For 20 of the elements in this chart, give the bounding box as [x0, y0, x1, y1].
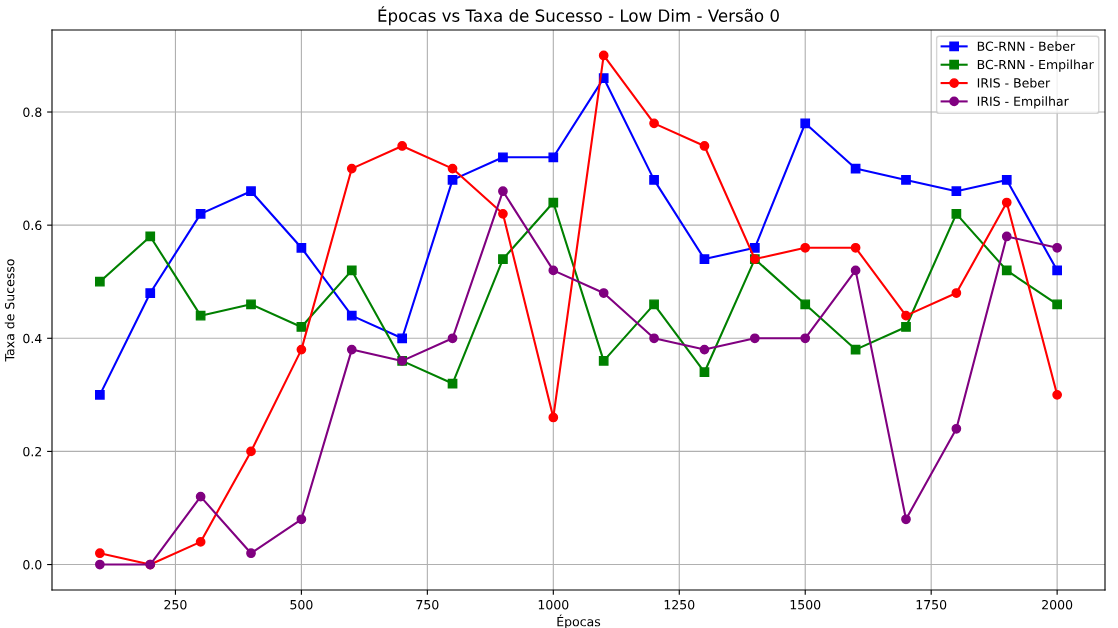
y-tick-label: 0.0: [23, 560, 42, 570]
x-tick-label: 1250: [664, 599, 695, 610]
x-tick-label: 750: [416, 599, 439, 610]
chart-title: Épocas vs Taxa de Sucesso - Low Dim - Versão 0: [378, 6, 779, 26]
y-tick-label: 0.2: [23, 446, 42, 457]
y-tick-label: 0.8: [23, 107, 42, 117]
y-axis-title: Taxa de Sucesso: [4, 259, 15, 362]
x-tick-label: 1000: [538, 599, 569, 610]
legend-label: IRIS - Beber: [977, 77, 1051, 88]
legend-label: BC-RNN - Empilhar: [977, 59, 1094, 72]
x-tick-label: 1750: [916, 599, 947, 610]
y-tick-label: 0.6: [23, 220, 42, 231]
x-tick-label: 2000: [1042, 599, 1073, 610]
y-tick-label: 0.4: [23, 333, 42, 344]
x-axis-title: Épocas: [557, 614, 601, 628]
x-tick-label: 250: [164, 599, 187, 610]
legend-label: BC-RNN - Beber: [977, 41, 1076, 51]
x-tick-label: 1500: [790, 599, 821, 610]
legend-label: IRIS - Empilhar: [977, 96, 1069, 109]
x-tick-label: 500: [290, 599, 313, 610]
